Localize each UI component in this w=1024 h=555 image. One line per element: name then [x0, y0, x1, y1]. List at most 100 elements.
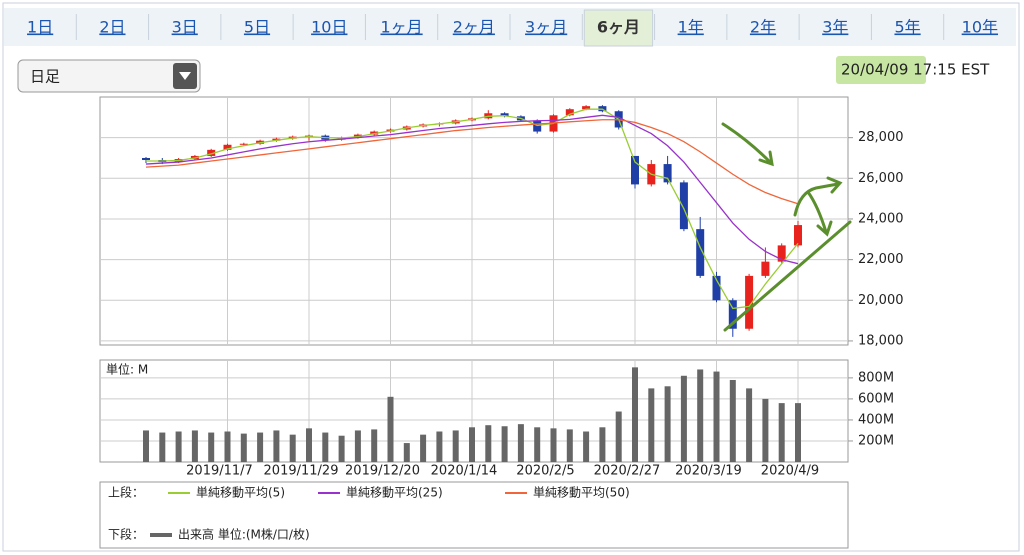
tab[interactable]: 5日: [244, 18, 270, 37]
y-tick-label: 200M: [858, 433, 894, 448]
volume-bar: [762, 398, 769, 462]
x-tick-label: 2020/2/27: [594, 464, 661, 479]
volume-bar: [306, 428, 312, 462]
volume-bar: [224, 431, 231, 462]
candle-body: [582, 106, 591, 110]
x-tick-label: 2019/11/29: [264, 464, 339, 479]
x-tick-label: 2019/12/20: [345, 464, 420, 479]
legend-upper-label: 上段：: [108, 485, 144, 500]
volume-bar: [664, 386, 671, 462]
tab[interactable]: 1日: [27, 18, 53, 37]
volume-bar: [452, 430, 459, 462]
x-tick-label: 2020/3/19: [675, 464, 742, 479]
volume-bar: [175, 431, 182, 462]
unit-label: 単位: M: [106, 362, 148, 377]
tab[interactable]: 1年: [678, 18, 704, 37]
volume-bar: [713, 371, 720, 462]
tab[interactable]: 3年: [822, 18, 848, 37]
candle-body: [142, 157, 150, 161]
volume-bar: [469, 427, 475, 462]
arrow: [721, 122, 774, 167]
y-tick-label: 26,000: [858, 171, 904, 186]
volume-bar: [632, 367, 638, 462]
dropdown-arrow: [179, 72, 191, 80]
volume-bar: [697, 369, 704, 462]
candle-body: [663, 164, 672, 183]
timestamp: 20/04/09 17:15 EST: [841, 61, 990, 79]
tab[interactable]: 2日: [99, 18, 125, 37]
tab[interactable]: 3ヶ月: [525, 18, 567, 37]
volume-bar: [143, 430, 149, 462]
moving-average-line: [145, 119, 799, 205]
candle-body: [712, 275, 721, 301]
candle-body: [500, 113, 509, 117]
volume-bar: [729, 379, 736, 462]
legend-label: 単純移動平均(25): [346, 486, 443, 500]
x-tick-label: 2020/1/14: [431, 464, 498, 479]
volume-bar: [257, 432, 264, 462]
volume-bar: [550, 428, 557, 462]
dropdown[interactable]: [17, 59, 201, 93]
x-tick-label: 2020/2/5: [516, 464, 574, 479]
y-tick-label: 800M: [858, 370, 894, 385]
volume-bar: [485, 425, 492, 462]
volume-bar: [746, 388, 753, 462]
volume-bar: [566, 429, 573, 462]
volume-bar: [680, 375, 687, 462]
legend-label: 出来高 単位:(M株/口/枚): [178, 527, 310, 542]
tab[interactable]: 1ヶ月: [380, 18, 422, 37]
y-tick-label: 400M: [858, 412, 894, 427]
volume-bar: [371, 429, 378, 462]
volume-bar: [795, 403, 801, 462]
trend-line: [723, 220, 852, 332]
legend-lower-label: 下段：: [108, 527, 144, 542]
volume-bar: [338, 435, 345, 462]
highlight: [836, 56, 926, 84]
price-panel: [99, 96, 849, 346]
tab[interactable]: 10年: [962, 18, 998, 37]
volume-bar: [387, 396, 394, 462]
tab[interactable]: 2ヶ月: [453, 18, 495, 37]
tab[interactable]: 5年: [894, 18, 920, 37]
volume-bar: [615, 411, 622, 462]
dropdown-label: 日足: [30, 68, 60, 86]
x-tick-label: 2020/4/9: [761, 464, 819, 479]
volume-bar: [273, 430, 280, 462]
volume-bar: [240, 433, 247, 462]
volume-bar: [436, 431, 443, 462]
y-tick-label: 24,000: [858, 211, 904, 226]
candle-body: [794, 225, 802, 246]
moving-average-line: [145, 114, 799, 265]
candle-body: [223, 144, 232, 150]
candle-body: [696, 229, 705, 276]
candle-body: [761, 261, 770, 276]
legend-label: 単純移動平均(50): [533, 486, 630, 500]
legend-label: 単純移動平均(5): [196, 486, 285, 500]
volume-bar: [420, 434, 427, 462]
volume-bar: [208, 432, 215, 462]
x-tick-label: 2019/11/7: [186, 464, 253, 479]
volume-bar: [322, 432, 329, 462]
tab[interactable]: 10日: [311, 18, 347, 37]
candle-body: [565, 109, 574, 116]
tab[interactable]: 6ヶ月: [597, 18, 640, 37]
candle-body: [728, 300, 737, 329]
tab[interactable]: 2年: [750, 18, 776, 37]
volume-bar: [191, 430, 198, 462]
volume-bar: [599, 427, 606, 462]
arrow: [793, 176, 843, 217]
candle-body: [745, 275, 754, 329]
volume-bar: [403, 443, 410, 462]
volume-bar: [289, 434, 296, 462]
volume-bar: [778, 403, 785, 462]
y-tick-label: 18,000: [858, 333, 904, 348]
plot: 18,000 20,000 22,000 24,000 26,000 28,000 2019…: [100, 97, 904, 479]
volume-bar: [354, 430, 361, 462]
y-tick-label: 600M: [858, 391, 894, 406]
arrow: [806, 190, 833, 237]
candle-body: [207, 149, 216, 156]
candle-body: [239, 143, 248, 145]
tab[interactable]: 3日: [172, 18, 198, 37]
tab-selected: [583, 9, 654, 47]
